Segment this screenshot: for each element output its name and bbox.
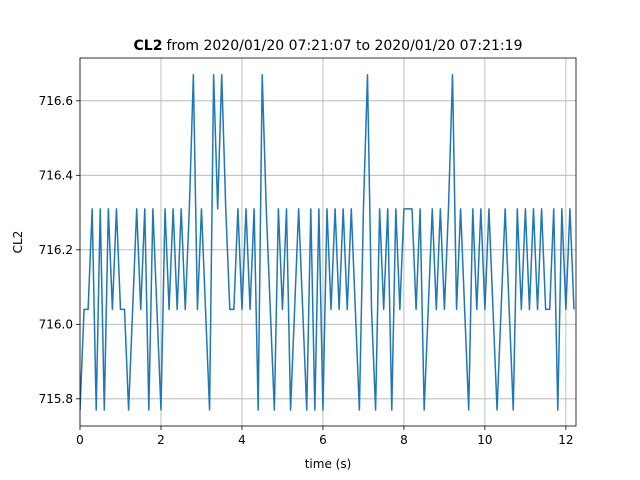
- title-bold: CL2: [134, 38, 163, 54]
- x-tick-label: 6: [319, 433, 327, 447]
- y-tick-label: 716.2: [39, 243, 73, 257]
- y-tick-label: 716.4: [39, 168, 73, 182]
- y-tick-label: 716.0: [39, 317, 73, 331]
- plot-frame: [79, 57, 577, 427]
- x-tick-label: 10: [477, 433, 492, 447]
- y-tick-label: 715.8: [39, 392, 73, 406]
- chart-title: CL2 from 2020/01/20 07:21:07 to 2020/01/2…: [134, 38, 523, 54]
- x-tick-label: 0: [76, 433, 84, 447]
- x-tick-label: 4: [238, 433, 246, 447]
- y-axis-label: CL2: [11, 231, 25, 254]
- title-rest: from 2020/01/20 07:21:07 to 2020/01/20 0…: [166, 38, 522, 54]
- x-tick-label: 12: [558, 433, 573, 447]
- data-line: [80, 74, 575, 411]
- x-tick-label: 2: [157, 433, 165, 447]
- y-tick-label: 716.6: [39, 94, 73, 108]
- x-tick-label: 8: [400, 433, 408, 447]
- x-axis-label: time (s): [305, 457, 352, 471]
